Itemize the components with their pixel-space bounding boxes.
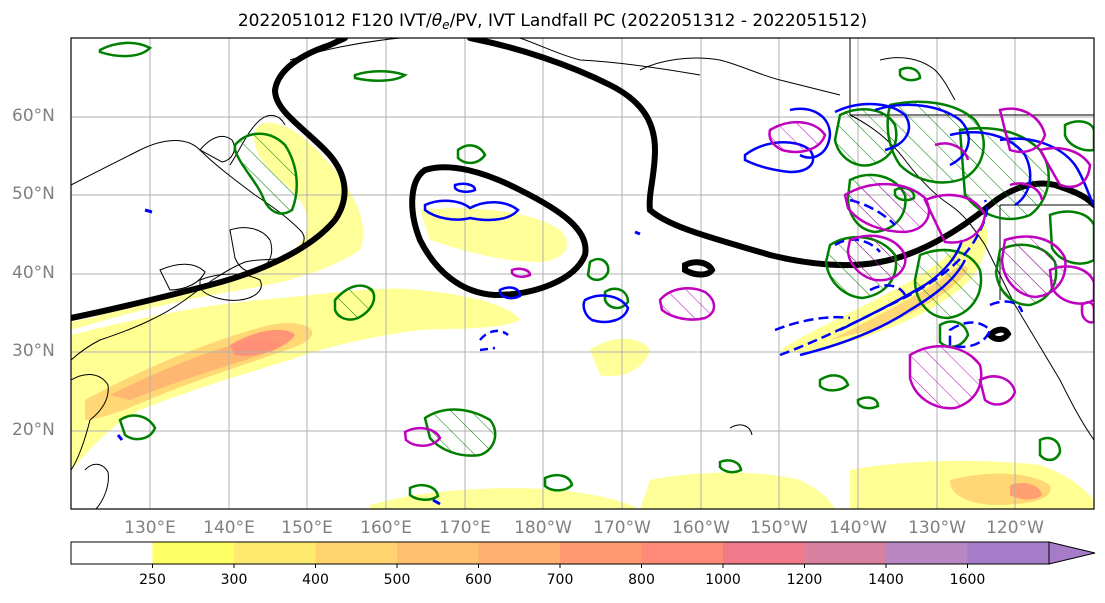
colorbar-segment bbox=[641, 542, 724, 564]
longitude-label: 150°W bbox=[750, 518, 808, 538]
colorbar-segment bbox=[71, 542, 153, 564]
colorbar-segment bbox=[723, 542, 805, 564]
title-suffix: /PV, IVT Landfall PC (2022051312 - 20220… bbox=[449, 11, 868, 31]
longitude-label: 120°W bbox=[986, 518, 1044, 538]
colorbar-extend-arrow bbox=[1048, 541, 1096, 565]
longitude-label: 140°W bbox=[829, 518, 887, 538]
longitude-label: 130°W bbox=[908, 518, 966, 538]
colorbar-tick-label: 400 bbox=[302, 572, 329, 588]
latitude-label: 60°N bbox=[12, 106, 55, 126]
map-frame bbox=[70, 37, 1095, 510]
colorbar-tick-label: 1000 bbox=[705, 572, 741, 588]
longitude-label: 180°W bbox=[514, 518, 572, 538]
map-title: 2022051012 F120 IVT/θe/PV, IVT Landfall … bbox=[0, 11, 1105, 32]
colorbar-tick-label: 1200 bbox=[786, 572, 823, 588]
colorbar-segment bbox=[234, 542, 316, 564]
colorbar-tick-label: 600 bbox=[465, 572, 492, 588]
colorbar-tick-label: 1600 bbox=[949, 572, 986, 588]
title-theta: θ bbox=[431, 11, 443, 31]
colorbar-segment bbox=[560, 542, 642, 564]
map-area bbox=[71, 38, 1094, 509]
colorbar bbox=[70, 541, 1096, 568]
colorbar-segment bbox=[315, 542, 398, 564]
colorbar-tick-label: 500 bbox=[383, 572, 411, 588]
latitude-label: 40°N bbox=[12, 263, 55, 283]
longitude-label: 160°W bbox=[672, 518, 730, 538]
colorbar-tick-label: 700 bbox=[546, 572, 574, 588]
title-prefix: 2022051012 F120 IVT/ bbox=[237, 11, 432, 31]
colorbar-tick-label: 800 bbox=[628, 572, 655, 588]
title-subscript: e bbox=[442, 18, 450, 32]
colorbar-tick-label: 300 bbox=[220, 572, 248, 588]
latitude-label: 20°N bbox=[12, 420, 55, 440]
longitude-label: 150°E bbox=[281, 518, 333, 538]
longitude-label: 170°E bbox=[439, 518, 491, 538]
longitude-label: 130°E bbox=[124, 518, 176, 538]
colorbar-segment bbox=[886, 542, 968, 564]
colorbar-segment bbox=[152, 542, 235, 564]
longitude-label: 170°W bbox=[593, 518, 651, 538]
colorbar-segment bbox=[967, 542, 1050, 564]
latitude-label: 30°N bbox=[12, 341, 55, 361]
longitude-label: 140°E bbox=[203, 518, 255, 538]
colorbar-segment bbox=[804, 542, 887, 564]
latitude-label: 50°N bbox=[12, 184, 55, 204]
longitude-label: 160°E bbox=[360, 518, 412, 538]
colorbar-tick-label: 250 bbox=[139, 572, 166, 588]
colorbar-segment bbox=[478, 542, 561, 564]
colorbar-tick-label: 1400 bbox=[868, 572, 904, 588]
colorbar-segment bbox=[397, 542, 479, 564]
magenta-contours bbox=[403, 107, 1094, 447]
